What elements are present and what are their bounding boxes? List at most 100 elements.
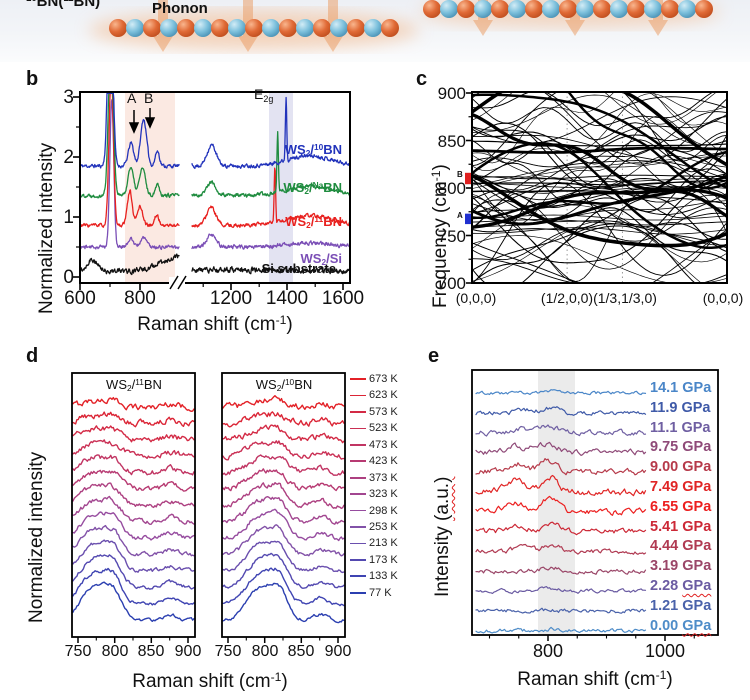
panel-b-ytick: 3 [63, 87, 74, 108]
pressure-label: 1.21 GPa [650, 597, 720, 617]
legend-label: 673 K [369, 373, 398, 385]
atomic-chain-graphic [89, 0, 720, 52]
legend-line-swatch [350, 509, 366, 512]
legend-line-swatch [350, 394, 366, 397]
legend-item: 523 K [350, 420, 418, 436]
panel-b-xtick: 1600 [321, 288, 365, 309]
pressure-value: 11.1 [650, 419, 678, 436]
pressure-value: 11.9 [650, 399, 678, 416]
legend-line-swatch [350, 378, 366, 380]
panel-b: b Normalized intensity 0 1 2 3 600 800 1… [20, 64, 420, 354]
legend-item: 213 K [350, 535, 418, 551]
curve-label-ws2-10bn: WS2/10BN [284, 141, 342, 159]
pressure-label: 2.28 GPa [650, 577, 720, 597]
panel-label-c: c [416, 68, 428, 90]
pressure-value: 2.28 [650, 577, 679, 594]
legend-line-swatch [350, 559, 366, 561]
panel-e-ylabel: Intensity (a.u.) [432, 477, 454, 597]
atoms [109, 19, 399, 37]
annotation-B: B [144, 90, 154, 106]
legend-line-swatch [350, 411, 366, 413]
panel-c-xtick: (1/2,0,0) [540, 290, 594, 306]
panel-label-b: b [26, 68, 39, 90]
pressure-value: 6.55 [650, 498, 679, 515]
panel-d-xtick: 900 [174, 643, 202, 660]
panel-e-xtick: 1000 [644, 641, 686, 661]
subpanel-title-10bn: WS2/10BN [255, 376, 313, 394]
phonon-arrows [153, 0, 343, 52]
legend-line-swatch [350, 575, 366, 578]
legend-label: 523 K [369, 422, 398, 435]
pressure-unit: GPa [682, 558, 712, 575]
pressure-unit: GPa [682, 439, 712, 456]
pressure-label: 5.41 GPa [650, 518, 720, 538]
legend-item: 623 K [350, 387, 418, 403]
panel-d-xtick: 800 [101, 643, 129, 660]
pressure-label: 14.1 GPa [650, 379, 720, 399]
legend-label: 77 K [369, 586, 392, 599]
legend-item: 673 K [350, 371, 418, 387]
phonon-bands [472, 92, 727, 283]
panel-e-ylabel-units: (a.u.) [432, 476, 453, 521]
panel-c-xtick: (0,0,0) [455, 290, 497, 306]
pressure-value: 14.1 [650, 380, 679, 396]
pressure-unit: GPa [681, 399, 711, 416]
panel-c-xtick: (0,0,0) [702, 290, 744, 306]
marker-label-A: A [457, 211, 463, 220]
panel-b-ytick: 2 [63, 147, 74, 168]
marker-label-B: B [457, 170, 463, 179]
legend-line-swatch [350, 476, 366, 479]
panel-label-d: d [26, 345, 39, 367]
legend-label: 323 K [369, 488, 398, 501]
panel-e-plot [471, 369, 719, 641]
panel-a-schematic: 10BN(11BN) Phonon [0, 0, 750, 62]
pressure-value: 0.00 [650, 617, 679, 634]
pressure-label: 11.9 GPa [650, 399, 720, 419]
panel-label-e: e [428, 345, 440, 367]
panel-c-ytick: 850 [437, 132, 466, 151]
legend-label: 173 K [369, 553, 398, 566]
legend-label: 298 K [369, 504, 398, 517]
pressure-unit: GPa [682, 478, 712, 495]
legend-line-swatch [350, 493, 366, 496]
panel-b-xtick: 1200 [209, 288, 253, 309]
panel-e-xlabel: Raman shift (cm-1) [517, 667, 673, 690]
subpanel-title-11bn: WS2/11BN [106, 376, 162, 394]
panel-d-xtick: 900 [324, 643, 352, 660]
panel-d-ylabel: Normalized intensity [26, 451, 47, 623]
pressure-unit: GPa [682, 577, 712, 594]
pressure-unit: GPa [682, 538, 712, 555]
legend-label: 573 K [369, 405, 398, 418]
panel-e-ylabel-main: Intensity [432, 520, 453, 597]
panel-e-xtick: 800 [532, 641, 564, 661]
panel-d-xtick: 750 [64, 643, 92, 660]
legend-item: 473 K [350, 437, 418, 453]
legend-item: 253 K [350, 519, 418, 535]
temperature-spectra [72, 396, 195, 622]
temperature-spectra [222, 395, 345, 624]
panel-b-xtick: 600 [64, 288, 96, 309]
pressure-label: 11.1 GPa [650, 419, 720, 439]
pressure-unit: GPa [681, 419, 711, 436]
temperature-legend: 673 K 623 K 573 K 523 K 473 K 423 K 373 … [350, 371, 418, 601]
legend-item: 298 K [350, 503, 418, 519]
legend-item: 133 K [350, 568, 418, 584]
raman-curves [80, 92, 350, 276]
legend-label: 373 K [369, 471, 398, 484]
pressure-spectra [475, 389, 647, 634]
panel-c-plot [465, 91, 728, 284]
panel-b-xlabel: Raman shift (cm-1) [137, 312, 293, 335]
pressure-label: 9.75 GPa [650, 438, 720, 458]
pressure-unit: GPa [682, 380, 712, 396]
pressure-value: 9.00 [650, 459, 679, 476]
atoms [423, 0, 713, 18]
legend-label: 253 K [369, 520, 398, 533]
legend-label: 213 K [369, 537, 398, 550]
pressure-label: 6.55 GPa [650, 498, 720, 518]
pressure-value: 9.75 [650, 439, 679, 456]
annotation-E2g: E2g [254, 86, 274, 104]
legend-item: 77 K [350, 585, 418, 601]
pressure-unit: GPa [682, 617, 712, 634]
pressure-value: 3.19 [650, 558, 679, 575]
